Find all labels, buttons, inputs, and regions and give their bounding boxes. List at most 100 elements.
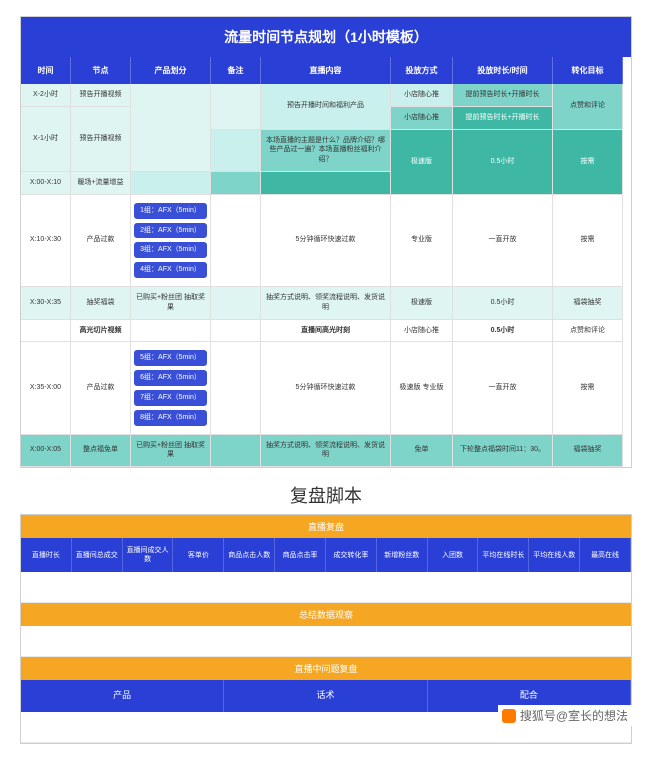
metric-header: 平均在线时长 [478,538,529,572]
section-bar-3: 直播中问题复盘 [21,657,631,680]
cell: 预告开播视频 [71,107,131,172]
cell: 极速版 专业版 [391,342,453,434]
cell: 提前预告时长+开播时长 [453,107,553,130]
cell: 预告开播视频 [71,84,131,107]
product-pill: 6组：AFX（5min） [134,370,207,386]
cell: 暖场+流量增益 [71,172,131,195]
col-header: 投放方式 [391,57,453,84]
cell: 本场直播的主题是什么？品牌介绍？哪些产品过一遍？本场直播粉丝福利介绍？ [261,130,391,172]
col-header: 转化目标 [553,57,623,84]
cell: 按需 [553,342,623,434]
cell: 一直开放 [453,195,553,287]
cell: 抽奖方式说明、领奖流程说明、发货说明 [261,287,391,320]
cell: 直播间高光时刻 [261,320,391,343]
metrics-row: 直播时长直播间总成交直播间成交人数客单价商品点击人数商品点击率成交转化率新增粉丝… [21,538,631,572]
cell: 抽奖方式说明、领奖流程说明、发货说明 [261,435,391,468]
cell: 5分钟循环快速过款 [261,195,391,287]
cell: 0.5小时 [453,320,553,343]
cell: 小店随心推 [391,84,453,107]
cell: 产品过款 [71,195,131,287]
metric-header: 客单价 [173,538,224,572]
section-bar-1: 直播复盘 [21,515,631,538]
cell: 1组：AFX（5min） 2组：AFX（5min） 3组：AFX（5min） 4组：A… [131,195,211,287]
cell: X-1小时 [21,107,71,172]
metric-header: 入团数 [428,538,479,572]
cell [211,320,261,343]
cell [211,342,261,434]
col-header: 产品划分 [131,57,211,84]
product-pill: 3组：AFX（5min） [134,242,207,258]
cell: 产品过款 [71,342,131,434]
col-header: 投放时长/时间 [453,57,553,84]
cell [211,84,261,130]
metric-header: 成交转化率 [326,538,377,572]
cell [21,320,71,343]
cell: 高光切片视频 [71,320,131,343]
cell [211,435,261,468]
cell: 点赞和评论 [553,84,623,130]
cell: X:00-X:05 [21,435,71,468]
cell: X:10-X:30 [21,195,71,287]
col-header: 备注 [211,57,261,84]
cell: 提前预告时长+开播时长 [453,84,553,107]
col-header: 直播内容 [261,57,391,84]
cell: 抽奖福袋 [71,287,131,320]
cell: 极速版 [391,130,453,195]
cell: 极速版 [391,287,453,320]
product-pill: 4组：AFX（5min） [134,262,207,278]
sohu-logo-icon [502,709,516,723]
cell: 按需 [553,130,623,195]
cell: 下轮整点福袋时间11：30。 [453,435,553,468]
cell [131,84,211,172]
product-pill: 2组：AFX（5min） [134,223,207,239]
cell: X:30-X:35 [21,287,71,320]
cell: 5分钟循环快速过款 [261,342,391,434]
watermark: 搜狐号@室长的想法 [498,705,632,726]
cell [211,195,261,287]
cell: 已购买+粉丝团 抽取奖果 [131,287,211,320]
product-pill: 8组：AFX（5min） [134,410,207,426]
product-pill: 5组：AFX（5min） [134,350,207,366]
cell: 预告开播时间和福利产品 [261,84,391,130]
cell: 按需 [553,195,623,287]
cell: X:35-X:00 [21,342,71,434]
metric-header: 最高在线 [580,538,631,572]
cell: 专业版 [391,195,453,287]
cell [211,172,261,195]
col-header: 时间 [21,57,71,84]
product-pill: 1组：AFX（5min） [134,203,207,219]
cell: 免单 [391,435,453,468]
cell: 已购买+粉丝团 抽取奖果 [131,435,211,468]
issue-header: 产品 [21,680,224,712]
cell: 0.5小时 [453,287,553,320]
empty-row [21,572,631,603]
cell: 小店随心推 [391,107,453,130]
issue-header: 话术 [224,680,427,712]
planning-table: 流量时间节点规划（1小时模板） 时间节点产品划分备注直播内容投放方式投放时长/时… [20,16,632,468]
cell [211,287,261,320]
col-header: 节点 [71,57,131,84]
metric-header: 直播时长 [21,538,72,572]
section2-heading: 复盘脚本 [20,482,632,508]
product-pill: 7组：AFX（5min） [134,390,207,406]
section-bar-2: 总结数据观察 [21,603,631,626]
cell: 小店随心推 [391,320,453,343]
metric-header: 商品点击率 [275,538,326,572]
cell: X:00-X:10 [21,172,71,195]
cell: 福袋抽奖 [553,435,623,468]
metric-header: 直播间成交人数 [123,538,174,572]
cell: 5组：AFX（5min） 6组：AFX（5min） 7组：AFX（5min） 8组：A… [131,342,211,434]
metric-header: 平均在线人数 [529,538,580,572]
cell: X-2小时 [21,84,71,107]
table1-title: 流量时间节点规划（1小时模板） [21,17,631,57]
cell: 整点福免单 [71,435,131,468]
cell [131,172,211,195]
cell: 一直开放 [453,342,553,434]
table1-body: X-2小时预告开播视频预告开播时间和福利产品小店随心推提前预告时长+开播时长点赞… [21,84,631,467]
empty-row [21,626,631,657]
cell: 点赞和评论 [553,320,623,343]
cell: 福袋抽奖 [553,287,623,320]
metric-header: 商品点击人数 [224,538,275,572]
cell: 0.5小时 [453,130,553,195]
metric-header: 直播间总成交 [72,538,123,572]
